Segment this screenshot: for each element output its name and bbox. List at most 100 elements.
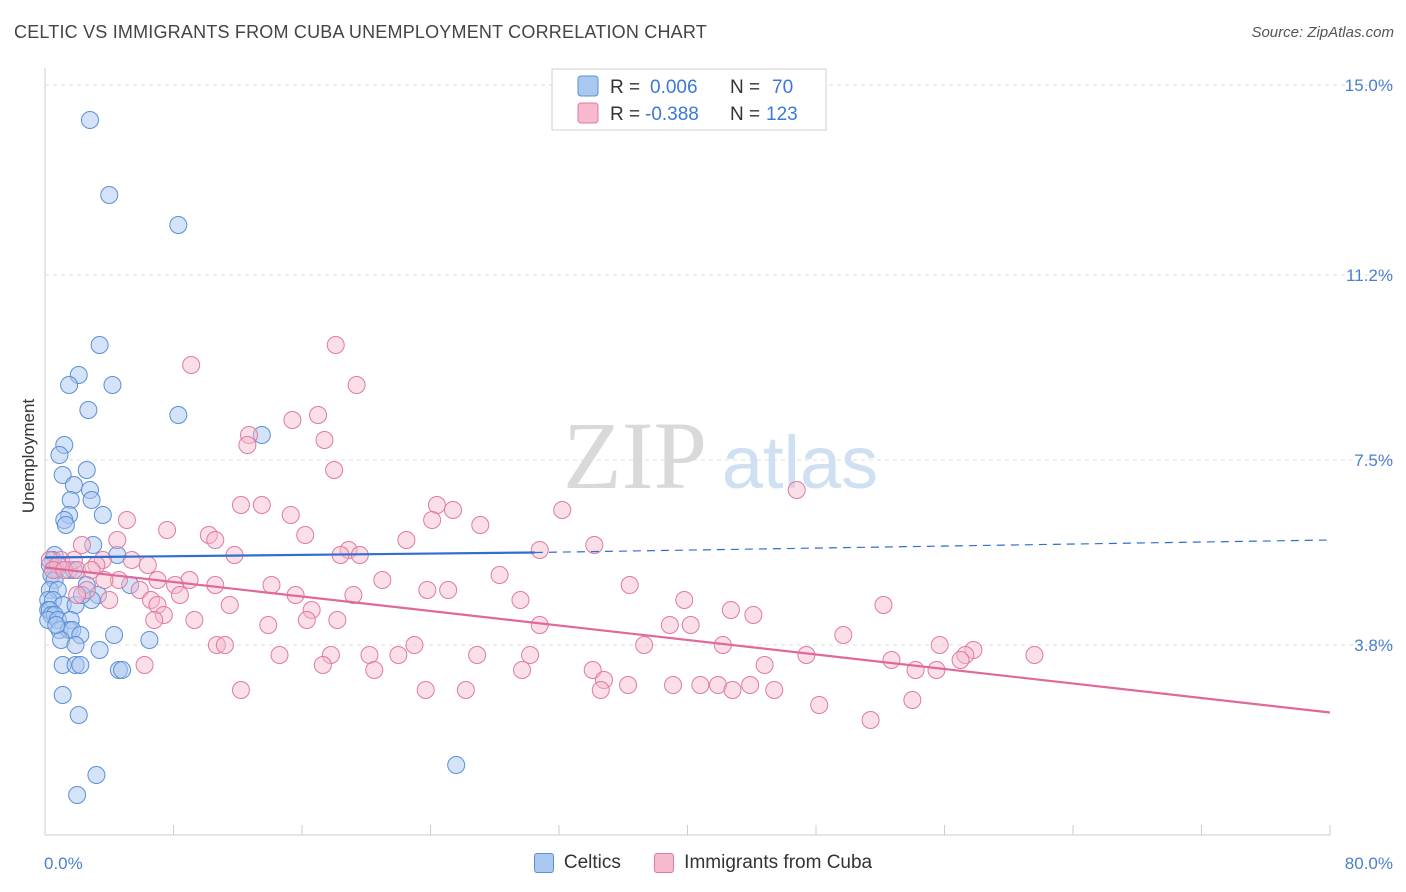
cuba-point bbox=[154, 606, 173, 624]
cuba-point bbox=[927, 661, 946, 679]
cuba-point bbox=[439, 581, 458, 599]
celtic-point bbox=[61, 491, 80, 509]
cuba-point bbox=[511, 591, 530, 609]
legend-r-value-1: 0.006 bbox=[650, 77, 698, 98]
cuba-point bbox=[471, 516, 490, 534]
stats-legend: R = 0.006 N = 70 R = -0.388 N = 123 bbox=[551, 68, 827, 131]
cuba-point bbox=[64, 551, 83, 569]
cuba-point bbox=[138, 556, 157, 574]
cuba-point bbox=[158, 521, 177, 539]
watermark-zip: ZIP bbox=[563, 402, 707, 509]
cuba-point bbox=[170, 586, 189, 604]
cuba-point bbox=[283, 411, 302, 429]
trend-lines bbox=[44, 539, 1331, 714]
cuba-point bbox=[930, 636, 949, 654]
cuba-point bbox=[861, 711, 880, 729]
cuba-point bbox=[313, 656, 332, 674]
cuba-point bbox=[675, 591, 694, 609]
cuba-point bbox=[513, 661, 532, 679]
cuba-point bbox=[259, 616, 278, 634]
celtic-point bbox=[53, 686, 72, 704]
celtic-point bbox=[77, 461, 96, 479]
legend-label-celtics: Celtics bbox=[563, 852, 621, 873]
cuba-point bbox=[427, 496, 446, 514]
celtic-point bbox=[140, 631, 159, 649]
cuba-point bbox=[709, 676, 728, 694]
celtic-points bbox=[39, 111, 466, 804]
celtic-point bbox=[87, 766, 106, 784]
cuba-point bbox=[834, 626, 853, 644]
cuba-point bbox=[373, 571, 392, 589]
legend-r-value-2: -0.388 bbox=[645, 104, 699, 125]
cuba-point bbox=[530, 541, 549, 559]
chart-title: CELTIC VS IMMIGRANTS FROM CUBA UNEMPLOYM… bbox=[14, 22, 707, 42]
celtic-point bbox=[169, 216, 188, 234]
cuba-point bbox=[215, 636, 234, 654]
y-axis-label: Unemployment bbox=[19, 399, 38, 514]
cuba-point bbox=[691, 676, 710, 694]
cuba-point bbox=[1025, 646, 1044, 664]
celtic-point bbox=[68, 786, 87, 804]
cuba-point bbox=[583, 661, 602, 679]
cuba-point bbox=[252, 496, 271, 514]
cuba-point bbox=[130, 581, 149, 599]
y-tick-label: 15.0% bbox=[1345, 76, 1393, 95]
chart-source: Source: ZipAtlas.com bbox=[1251, 24, 1394, 41]
legend-n-value-1: 70 bbox=[772, 77, 793, 98]
cuba-point bbox=[787, 481, 806, 499]
cuba-point bbox=[591, 681, 610, 699]
legend-swatch-cuba bbox=[577, 102, 599, 124]
celtic-point bbox=[93, 506, 112, 524]
cuba-point bbox=[347, 376, 366, 394]
cuba-point bbox=[206, 531, 225, 549]
legend-swatch-celtic bbox=[577, 75, 599, 97]
cuba-point bbox=[594, 671, 613, 689]
celtic-point bbox=[80, 111, 99, 129]
cuba-point bbox=[182, 356, 201, 374]
cuba-point bbox=[117, 511, 136, 529]
celtic-trend-extension bbox=[534, 539, 1331, 554]
cuba-point bbox=[108, 531, 127, 549]
celtic-point bbox=[47, 616, 66, 634]
cuba-point bbox=[238, 436, 257, 454]
celtic-point bbox=[71, 656, 90, 674]
legend-swatch-cuba bbox=[654, 853, 675, 873]
watermark-atlas: atlas bbox=[722, 421, 878, 504]
celtic-point bbox=[50, 446, 69, 464]
celtic-point bbox=[169, 406, 188, 424]
cuba-point bbox=[397, 531, 416, 549]
cuba-point bbox=[416, 681, 435, 699]
legend-n-value-2: 123 bbox=[766, 104, 798, 125]
cuba-point bbox=[521, 646, 540, 664]
cuba-point bbox=[72, 536, 91, 554]
cuba-point bbox=[755, 656, 774, 674]
x-tick-label: 0.0% bbox=[44, 854, 83, 873]
series-legend: Celtics Immigrants from Cuba bbox=[0, 852, 1406, 879]
celtic-point bbox=[72, 586, 91, 604]
celtic-point bbox=[79, 401, 98, 419]
celtic-point bbox=[56, 516, 75, 534]
cuba-point bbox=[389, 646, 408, 664]
celtic-point bbox=[82, 491, 101, 509]
cuba-point bbox=[744, 606, 763, 624]
cuba-point bbox=[468, 646, 487, 664]
cuba-point bbox=[145, 611, 164, 629]
legend-n-label-2: N = bbox=[730, 104, 760, 125]
celtic-point bbox=[64, 476, 83, 494]
cuba-point bbox=[296, 526, 315, 544]
cuba-point bbox=[418, 581, 437, 599]
celtic-point bbox=[113, 661, 132, 679]
cuba-point bbox=[423, 511, 442, 529]
cuba-point bbox=[365, 661, 384, 679]
cuba-point bbox=[903, 691, 922, 709]
celtic-point bbox=[69, 706, 88, 724]
celtic-point bbox=[90, 641, 109, 659]
watermark: ZIP atlas bbox=[563, 402, 878, 509]
cuba-point bbox=[951, 651, 970, 669]
celtic-point bbox=[90, 336, 109, 354]
cuba-point bbox=[882, 651, 901, 669]
cuba-point bbox=[681, 616, 700, 634]
legend-item-cuba: Immigrants from Cuba bbox=[654, 852, 872, 874]
cuba-point bbox=[135, 656, 154, 674]
